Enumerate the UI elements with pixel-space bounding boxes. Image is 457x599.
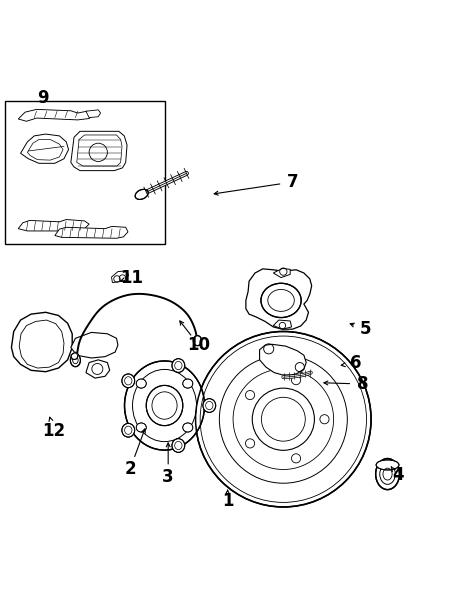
Ellipse shape bbox=[193, 335, 202, 346]
Polygon shape bbox=[86, 360, 110, 378]
Polygon shape bbox=[71, 332, 118, 358]
Text: 4: 4 bbox=[392, 466, 404, 484]
Text: 10: 10 bbox=[187, 336, 210, 354]
Ellipse shape bbox=[172, 359, 185, 373]
Polygon shape bbox=[18, 110, 96, 121]
Text: 6: 6 bbox=[350, 355, 361, 373]
Ellipse shape bbox=[376, 460, 399, 470]
Ellipse shape bbox=[172, 438, 185, 452]
Ellipse shape bbox=[70, 354, 80, 367]
Polygon shape bbox=[260, 344, 306, 375]
Polygon shape bbox=[55, 226, 128, 238]
Polygon shape bbox=[71, 352, 79, 360]
Bar bbox=[5, 101, 165, 244]
Ellipse shape bbox=[203, 399, 216, 412]
Polygon shape bbox=[71, 131, 127, 171]
Ellipse shape bbox=[136, 379, 146, 388]
Ellipse shape bbox=[183, 423, 193, 432]
Polygon shape bbox=[18, 219, 89, 231]
Polygon shape bbox=[273, 320, 292, 329]
Text: 3: 3 bbox=[162, 468, 174, 486]
Polygon shape bbox=[21, 134, 69, 164]
Text: 2: 2 bbox=[124, 459, 136, 477]
Polygon shape bbox=[11, 312, 72, 372]
Polygon shape bbox=[77, 135, 122, 166]
Text: 5: 5 bbox=[360, 320, 372, 338]
Circle shape bbox=[196, 331, 371, 507]
Polygon shape bbox=[27, 140, 63, 160]
Text: 12: 12 bbox=[43, 422, 65, 440]
Ellipse shape bbox=[376, 459, 399, 489]
Ellipse shape bbox=[124, 361, 204, 450]
Ellipse shape bbox=[261, 283, 301, 317]
Polygon shape bbox=[86, 110, 101, 117]
Ellipse shape bbox=[135, 189, 148, 199]
Text: 1: 1 bbox=[222, 492, 234, 510]
Polygon shape bbox=[246, 269, 312, 329]
Polygon shape bbox=[273, 268, 290, 277]
Ellipse shape bbox=[146, 385, 183, 426]
Text: 7: 7 bbox=[287, 173, 298, 191]
Text: 11: 11 bbox=[120, 268, 143, 286]
Polygon shape bbox=[112, 271, 128, 283]
Ellipse shape bbox=[122, 374, 135, 388]
Ellipse shape bbox=[183, 379, 193, 388]
Ellipse shape bbox=[122, 423, 135, 437]
Text: 9: 9 bbox=[37, 89, 49, 107]
Polygon shape bbox=[19, 320, 64, 368]
Ellipse shape bbox=[136, 423, 146, 432]
Text: 8: 8 bbox=[356, 375, 368, 393]
